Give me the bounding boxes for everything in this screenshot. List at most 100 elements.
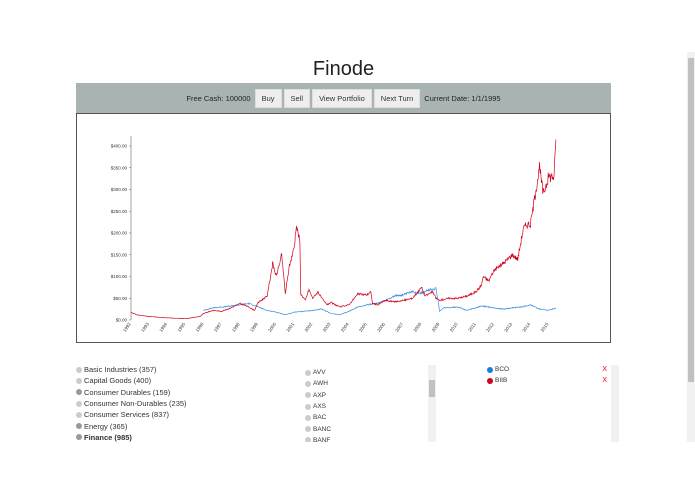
y-tick-label: $250.00 xyxy=(111,209,128,214)
sector-dot-icon xyxy=(76,411,82,418)
x-tick-label: 2008 xyxy=(413,321,423,332)
stock-ticker: BAC xyxy=(313,414,327,422)
series-line-biib xyxy=(130,139,557,320)
sector-list: Basic Industries (357) Capital Goods (400… xyxy=(76,364,187,443)
x-tick-label: 1995 xyxy=(176,321,186,332)
remove-icon[interactable]: X xyxy=(602,377,607,385)
stock-ticker: BANF xyxy=(313,436,331,442)
x-tick-label: 2013 xyxy=(503,321,513,332)
y-tick-label: $0.00 xyxy=(116,318,128,323)
stock-item[interactable]: BANC xyxy=(305,423,331,434)
stock-ticker: AWH xyxy=(313,380,328,388)
x-tick-label: 2011 xyxy=(467,321,477,332)
portfolio-item[interactable]: BIIB X xyxy=(487,375,607,386)
x-tick-label: 2004 xyxy=(340,321,350,332)
x-tick-label: 2014 xyxy=(521,321,531,332)
stock-list-scroll-thumb[interactable] xyxy=(429,380,435,397)
x-tick-label: 1993 xyxy=(140,321,150,332)
stock-ticker: AXS xyxy=(313,403,327,411)
stock-dot-icon xyxy=(305,403,311,410)
y-tick-label: $350.00 xyxy=(111,165,128,170)
toolbar: Free Cash: 100000 Buy Sell View Portfoli… xyxy=(76,83,611,113)
price-chart: $0.00 $50.00 $100.00 $150.00 $200.00 $250.00 $… xyxy=(76,113,611,343)
sector-item[interactable]: Consumer Services (837) xyxy=(76,409,187,420)
sector-label: Basic Industries (357) xyxy=(84,365,157,375)
portfolio-scrollbar[interactable] xyxy=(611,365,619,442)
x-tick-label: 2009 xyxy=(431,321,441,332)
stock-dot-icon xyxy=(305,392,311,399)
stock-item[interactable]: AXS xyxy=(305,401,331,412)
app-title: Finode xyxy=(312,58,375,80)
sector-item[interactable]: Consumer Durables (159) xyxy=(76,387,187,398)
x-tick-label: 2010 xyxy=(449,321,459,332)
stock-item[interactable]: AXP xyxy=(305,390,331,401)
stock-dot-icon xyxy=(305,426,311,433)
x-tick-label: 2002 xyxy=(304,321,314,332)
sector-item[interactable]: Consumer Non-Durables (235) xyxy=(76,398,187,409)
y-tick-label: $300.00 xyxy=(111,187,128,192)
stock-dot-icon xyxy=(305,369,311,376)
sector-item[interactable]: Basic Industries (357) xyxy=(76,364,187,375)
series-color-icon xyxy=(487,366,493,373)
stock-item[interactable]: BAC xyxy=(305,412,331,423)
current-date-label: Current Date: 1/1/1995 xyxy=(424,93,501,103)
stock-dot-icon xyxy=(305,437,311,442)
sector-label: Consumer Services (837) xyxy=(84,410,170,420)
x-tick-label: 1997 xyxy=(213,321,223,332)
x-tick-label: 2007 xyxy=(394,321,404,332)
portfolio-item[interactable]: BCO X xyxy=(487,364,607,375)
y-tick-label: $100.00 xyxy=(111,274,128,279)
stock-item[interactable]: AVV xyxy=(305,367,331,378)
portfolio-list: BCO X BIIB X xyxy=(487,364,607,387)
x-tick-label: 1992 xyxy=(122,321,132,332)
x-tick-label: 2012 xyxy=(485,321,495,332)
x-tick-label: 2006 xyxy=(376,321,386,332)
x-tick-label: 2003 xyxy=(322,321,332,332)
x-tick-label: 1994 xyxy=(158,321,168,332)
sector-dot-icon xyxy=(76,366,82,373)
stock-ticker: AXP xyxy=(313,391,327,399)
y-tick-label: $50.00 xyxy=(113,296,127,301)
sector-dot-icon xyxy=(76,377,82,384)
sector-item[interactable]: Capital Goods (400) xyxy=(76,375,187,386)
stock-list-scrollbar[interactable] xyxy=(428,365,436,442)
stock-dot-icon xyxy=(305,380,311,387)
sector-label: Consumer Non-Durables (235) xyxy=(84,399,187,409)
page-scrollbar[interactable] xyxy=(687,52,695,442)
stock-item[interactable]: BANF xyxy=(305,435,331,442)
portfolio-ticker: BCO xyxy=(495,366,510,374)
x-tick-label: 2015 xyxy=(540,321,550,332)
stock-item[interactable]: AWH xyxy=(305,378,331,389)
portfolio-ticker: BIIB xyxy=(495,377,508,385)
x-tick-label: 2001 xyxy=(285,321,295,332)
page-scroll-thumb[interactable] xyxy=(688,58,694,382)
sector-dot-icon xyxy=(76,434,82,441)
stock-dot-icon xyxy=(305,414,311,421)
x-tick-label: 1998 xyxy=(231,321,241,332)
stock-ticker: AVV xyxy=(313,369,326,377)
chart-svg: $0.00 $50.00 $100.00 $150.00 $200.00 $250.00 $… xyxy=(111,136,557,333)
stock-ticker: BANC xyxy=(313,425,332,433)
sector-label: Consumer Durables (159) xyxy=(84,387,171,397)
y-tick-label: $200.00 xyxy=(111,231,128,236)
buy-button[interactable]: Buy xyxy=(254,88,282,108)
y-tick-label: $150.00 xyxy=(111,252,128,257)
sector-dot-icon xyxy=(76,400,82,407)
remove-icon[interactable]: X xyxy=(602,366,607,374)
sector-label: Energy (365) xyxy=(84,421,128,431)
x-tick-label: 1999 xyxy=(249,321,259,332)
series-color-icon xyxy=(487,377,493,384)
sector-item[interactable]: Energy (365) xyxy=(76,420,187,431)
next-turn-button[interactable]: Next Turn xyxy=(373,88,421,108)
x-tick-label: 1996 xyxy=(195,321,205,332)
sell-button[interactable]: Sell xyxy=(283,88,311,108)
sector-label: Capital Goods (400) xyxy=(84,376,152,386)
x-tick-label: 2000 xyxy=(267,321,277,332)
sector-label: Finance (985) xyxy=(84,432,132,442)
free-cash-label: Free Cash: 100000 xyxy=(186,93,251,103)
sector-item[interactable]: Finance (985) xyxy=(76,432,187,443)
x-tick-label: 2005 xyxy=(358,321,368,332)
stock-list: AVV AWH AXP AXS BAC BANC BANF xyxy=(305,367,331,442)
sector-dot-icon xyxy=(76,423,82,430)
view-portfolio-button[interactable]: View Portfolio xyxy=(312,88,372,108)
